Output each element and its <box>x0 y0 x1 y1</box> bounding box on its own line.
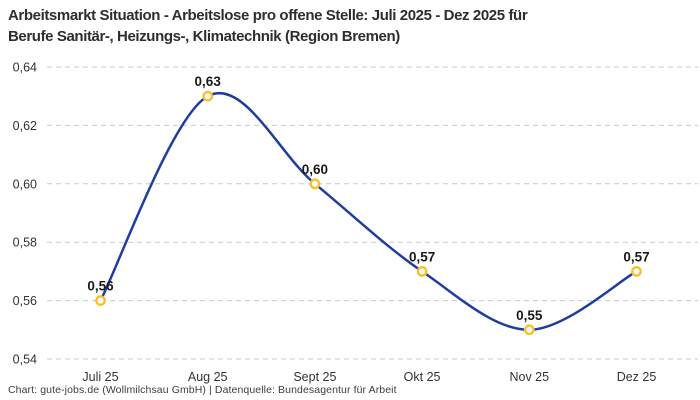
chart-title: Arbeitsmarkt Situation - Arbeitslose pro… <box>8 5 528 47</box>
y-axis-tick-label: 0,54 <box>13 353 37 367</box>
data-point[interactable] <box>95 295 106 306</box>
attribution: Chart: gute-jobs.de (Wollmilchsau GmbH) … <box>8 384 397 396</box>
y-axis-tick-label: 0,60 <box>13 177 37 191</box>
data-point-label: 0,56 <box>87 279 114 294</box>
x-axis-tick-label: Okt 25 <box>404 370 441 384</box>
x-axis-tick-label: Sept 25 <box>293 370 336 384</box>
x-axis-tick-label: Juli 25 <box>82 370 118 384</box>
y-axis-tick-label: 0,64 <box>13 61 37 75</box>
x-axis-tick-label: Dez 25 <box>617 370 657 384</box>
data-point-label: 0,60 <box>302 162 328 177</box>
data-point[interactable] <box>202 90 214 102</box>
data-line <box>99 92 638 332</box>
x-axis-tick-label: Nov 25 <box>509 370 549 384</box>
data-point[interactable] <box>309 178 321 190</box>
data-point[interactable] <box>523 324 535 336</box>
data-point-label: 0,63 <box>195 74 222 89</box>
y-axis-tick-label: 0,56 <box>13 294 37 308</box>
chart-title-line2: Berufe Sanitär-, Heizungs-, Klimatechnik… <box>8 28 400 45</box>
chart-title-line1: Arbeitsmarkt Situation - Arbeitslose pro… <box>8 7 528 24</box>
y-axis-tick-label: 0,62 <box>13 119 37 133</box>
data-point-label: 0,57 <box>623 249 649 264</box>
y-axis-tick-label: 0,58 <box>13 236 37 250</box>
data-point-label: 0,55 <box>516 308 543 323</box>
data-point[interactable] <box>416 265 428 277</box>
x-axis-tick-label: Aug 25 <box>188 370 228 384</box>
data-point-label: 0,57 <box>409 249 435 264</box>
data-point[interactable] <box>631 265 642 277</box>
